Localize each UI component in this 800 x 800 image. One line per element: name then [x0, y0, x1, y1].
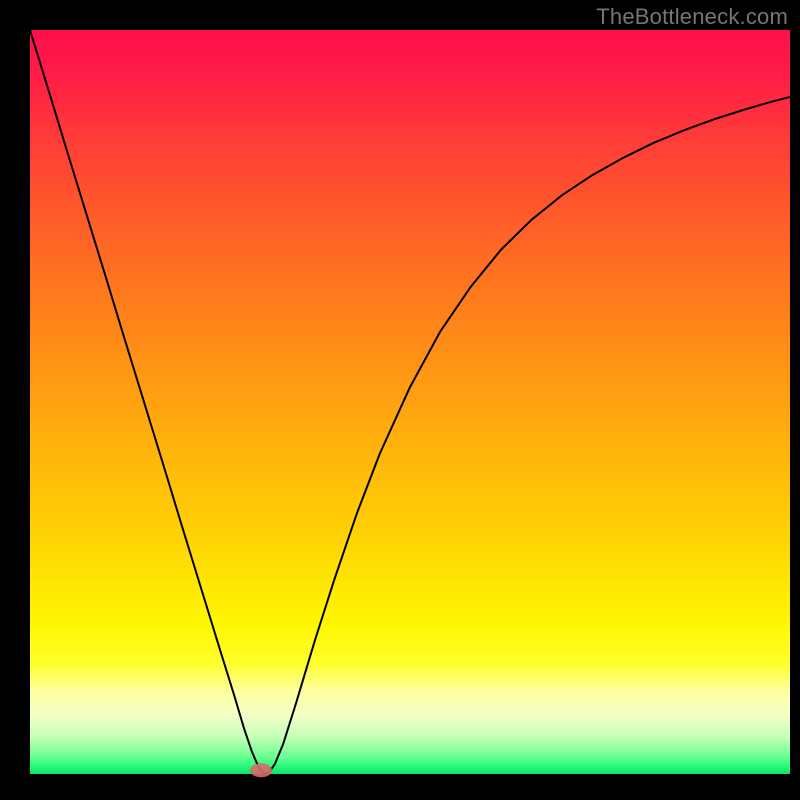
optimal-marker — [250, 763, 272, 777]
chart-container: TheBottleneck.com — [0, 0, 800, 800]
watermark-label: TheBottleneck.com — [596, 4, 788, 30]
bottleneck-chart — [0, 0, 800, 800]
